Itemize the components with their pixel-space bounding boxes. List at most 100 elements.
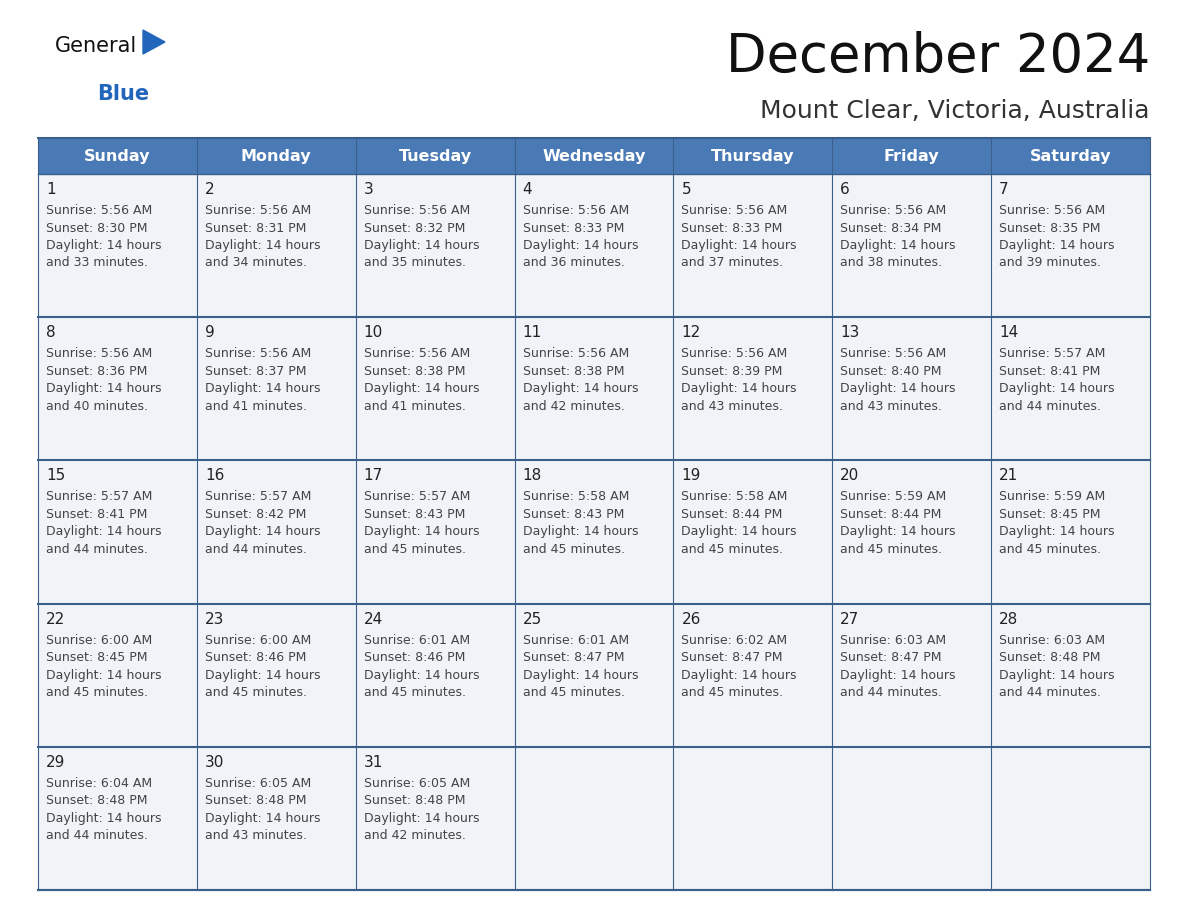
Text: Wednesday: Wednesday — [542, 149, 646, 163]
Text: December 2024: December 2024 — [726, 31, 1150, 83]
Text: Mount Clear, Victoria, Australia: Mount Clear, Victoria, Australia — [760, 99, 1150, 123]
Text: Sunrise: 5:56 AM: Sunrise: 5:56 AM — [840, 347, 947, 360]
Text: Sunrise: 5:56 AM: Sunrise: 5:56 AM — [523, 204, 628, 217]
Text: 21: 21 — [999, 468, 1018, 484]
Text: and 44 minutes.: and 44 minutes. — [46, 543, 147, 556]
Text: and 44 minutes.: and 44 minutes. — [46, 829, 147, 843]
Text: 10: 10 — [364, 325, 383, 341]
Text: Sunrise: 5:58 AM: Sunrise: 5:58 AM — [523, 490, 628, 503]
Bar — [674, 747, 833, 890]
Text: and 35 minutes.: and 35 minutes. — [364, 256, 466, 270]
Text: 29: 29 — [46, 755, 65, 770]
Text: 23: 23 — [204, 611, 225, 627]
Text: Daylight: 14 hours: Daylight: 14 hours — [204, 668, 321, 681]
Text: Sunset: 8:48 PM: Sunset: 8:48 PM — [999, 651, 1100, 664]
Text: Daylight: 14 hours: Daylight: 14 hours — [46, 382, 162, 396]
Bar — [197, 747, 355, 890]
Bar — [38, 174, 197, 318]
Text: 28: 28 — [999, 611, 1018, 627]
Text: and 36 minutes.: and 36 minutes. — [523, 256, 625, 270]
Text: and 39 minutes.: and 39 minutes. — [999, 256, 1101, 270]
Text: and 42 minutes.: and 42 minutes. — [364, 829, 466, 843]
Bar — [991, 604, 1150, 747]
Text: Sunset: 8:41 PM: Sunset: 8:41 PM — [999, 364, 1100, 377]
Text: and 45 minutes.: and 45 minutes. — [682, 686, 783, 700]
Text: and 42 minutes.: and 42 minutes. — [523, 399, 625, 413]
Text: Sunrise: 6:00 AM: Sunrise: 6:00 AM — [46, 633, 152, 646]
Text: 5: 5 — [682, 182, 691, 197]
Text: Sunrise: 6:05 AM: Sunrise: 6:05 AM — [364, 777, 470, 789]
Text: Sunset: 8:42 PM: Sunset: 8:42 PM — [204, 508, 307, 521]
Text: and 43 minutes.: and 43 minutes. — [682, 399, 783, 413]
Text: General: General — [55, 36, 138, 56]
Text: and 45 minutes.: and 45 minutes. — [682, 543, 783, 556]
Text: Blue: Blue — [97, 84, 150, 104]
Text: Sunrise: 5:56 AM: Sunrise: 5:56 AM — [364, 347, 470, 360]
Text: Sunrise: 5:56 AM: Sunrise: 5:56 AM — [364, 204, 470, 217]
Text: Daylight: 14 hours: Daylight: 14 hours — [999, 382, 1114, 396]
Text: 6: 6 — [840, 182, 851, 197]
Bar — [197, 604, 355, 747]
Bar — [833, 138, 991, 174]
Text: Sunrise: 5:56 AM: Sunrise: 5:56 AM — [999, 204, 1105, 217]
Text: Sunset: 8:46 PM: Sunset: 8:46 PM — [204, 651, 307, 664]
Text: Sunset: 8:47 PM: Sunset: 8:47 PM — [523, 651, 624, 664]
Text: 30: 30 — [204, 755, 225, 770]
Bar — [355, 174, 514, 318]
Text: 27: 27 — [840, 611, 860, 627]
Text: 25: 25 — [523, 611, 542, 627]
Text: and 44 minutes.: and 44 minutes. — [204, 543, 307, 556]
Bar — [197, 461, 355, 604]
Text: Daylight: 14 hours: Daylight: 14 hours — [523, 668, 638, 681]
Text: Sunrise: 5:59 AM: Sunrise: 5:59 AM — [840, 490, 947, 503]
Text: 9: 9 — [204, 325, 215, 341]
Text: 15: 15 — [46, 468, 65, 484]
Text: Sunset: 8:40 PM: Sunset: 8:40 PM — [840, 364, 942, 377]
Text: and 44 minutes.: and 44 minutes. — [840, 686, 942, 700]
Text: Sunset: 8:48 PM: Sunset: 8:48 PM — [364, 794, 466, 807]
Text: 24: 24 — [364, 611, 383, 627]
Text: Daylight: 14 hours: Daylight: 14 hours — [682, 525, 797, 538]
Text: and 41 minutes.: and 41 minutes. — [204, 399, 307, 413]
Text: and 45 minutes.: and 45 minutes. — [523, 543, 625, 556]
Bar — [991, 747, 1150, 890]
Text: Sunset: 8:46 PM: Sunset: 8:46 PM — [364, 651, 465, 664]
Text: Daylight: 14 hours: Daylight: 14 hours — [523, 239, 638, 252]
Text: Daylight: 14 hours: Daylight: 14 hours — [46, 525, 162, 538]
Text: and 38 minutes.: and 38 minutes. — [840, 256, 942, 270]
Text: 22: 22 — [46, 611, 65, 627]
Text: Sunrise: 5:57 AM: Sunrise: 5:57 AM — [204, 490, 311, 503]
Text: Sunrise: 5:56 AM: Sunrise: 5:56 AM — [523, 347, 628, 360]
Bar — [991, 461, 1150, 604]
Text: Daylight: 14 hours: Daylight: 14 hours — [840, 239, 956, 252]
Text: Saturday: Saturday — [1030, 149, 1111, 163]
Text: Tuesday: Tuesday — [399, 149, 472, 163]
Text: Sunrise: 5:56 AM: Sunrise: 5:56 AM — [682, 347, 788, 360]
Text: Daylight: 14 hours: Daylight: 14 hours — [46, 239, 162, 252]
Text: 12: 12 — [682, 325, 701, 341]
Text: Sunset: 8:38 PM: Sunset: 8:38 PM — [364, 364, 466, 377]
Text: Sunrise: 5:59 AM: Sunrise: 5:59 AM — [999, 490, 1105, 503]
Text: Sunset: 8:38 PM: Sunset: 8:38 PM — [523, 364, 624, 377]
Text: 16: 16 — [204, 468, 225, 484]
Text: Sunset: 8:44 PM: Sunset: 8:44 PM — [682, 508, 783, 521]
Text: Sunrise: 5:57 AM: Sunrise: 5:57 AM — [46, 490, 152, 503]
Text: and 45 minutes.: and 45 minutes. — [523, 686, 625, 700]
Bar — [355, 461, 514, 604]
Text: and 45 minutes.: and 45 minutes. — [999, 543, 1101, 556]
Text: and 45 minutes.: and 45 minutes. — [364, 543, 466, 556]
Text: Daylight: 14 hours: Daylight: 14 hours — [840, 525, 956, 538]
Text: 4: 4 — [523, 182, 532, 197]
Bar — [833, 747, 991, 890]
Text: 31: 31 — [364, 755, 383, 770]
Text: Sunset: 8:30 PM: Sunset: 8:30 PM — [46, 221, 147, 234]
Text: Sunset: 8:33 PM: Sunset: 8:33 PM — [682, 221, 783, 234]
Text: and 45 minutes.: and 45 minutes. — [46, 686, 148, 700]
Text: Daylight: 14 hours: Daylight: 14 hours — [46, 812, 162, 824]
Text: Daylight: 14 hours: Daylight: 14 hours — [523, 382, 638, 396]
Text: and 45 minutes.: and 45 minutes. — [204, 686, 307, 700]
Text: Sunset: 8:47 PM: Sunset: 8:47 PM — [840, 651, 942, 664]
Text: Sunset: 8:33 PM: Sunset: 8:33 PM — [523, 221, 624, 234]
Text: Sunset: 8:36 PM: Sunset: 8:36 PM — [46, 364, 147, 377]
Text: Sunset: 8:35 PM: Sunset: 8:35 PM — [999, 221, 1100, 234]
